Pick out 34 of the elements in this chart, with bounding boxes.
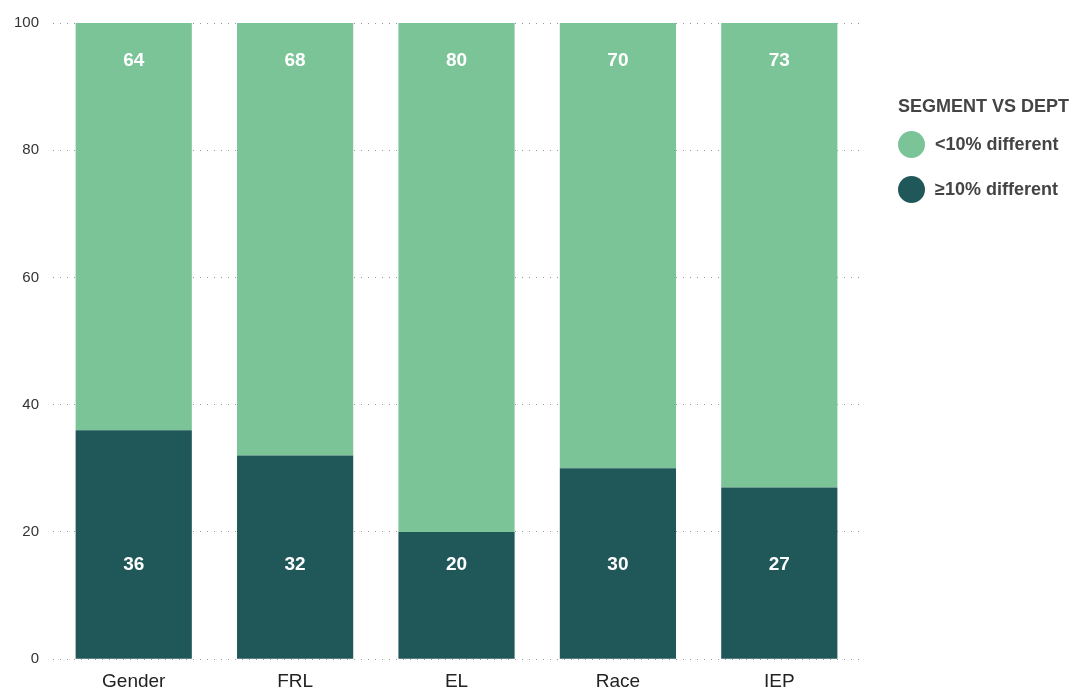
- y-tick-label: 100: [14, 13, 40, 31]
- x-tick-label: Gender: [102, 669, 167, 691]
- data-label: 30: [607, 552, 629, 574]
- y-tick-label: 0: [30, 649, 40, 667]
- data-label: 73: [768, 49, 790, 71]
- bar: [559, 23, 677, 469]
- data-label: 20: [445, 552, 468, 574]
- bar: [398, 531, 515, 659]
- data-label: 70: [607, 49, 629, 71]
- data-label: 32: [284, 552, 306, 574]
- data-label: 68: [284, 49, 306, 71]
- data-label: 64: [123, 49, 145, 71]
- x-tick-label: IEP: [763, 669, 795, 691]
- y-tick-label: 80: [22, 140, 40, 158]
- legend-title: SEGMENT VS DEPT: [898, 96, 1070, 117]
- y-tick-label: 20: [22, 522, 40, 540]
- data-label: 36: [123, 552, 145, 574]
- legend-label: <10% different: [935, 134, 1059, 155]
- bar: [398, 23, 515, 532]
- bar: [75, 430, 192, 659]
- x-tick-label: Race: [595, 669, 641, 691]
- data-label: 27: [768, 552, 790, 574]
- bar: [721, 23, 838, 488]
- bar: [237, 23, 354, 456]
- bar: [237, 455, 354, 659]
- y-tick-label: 60: [22, 267, 40, 285]
- x-tick-label: EL: [444, 669, 469, 691]
- bar: [559, 468, 677, 659]
- x-tick-label: FRL: [277, 669, 314, 691]
- bar: [75, 23, 192, 431]
- data-label: 80: [445, 49, 468, 71]
- legend-label: ≥10% different: [935, 179, 1058, 200]
- bar: [721, 487, 838, 659]
- y-tick-label: 40: [22, 394, 40, 412]
